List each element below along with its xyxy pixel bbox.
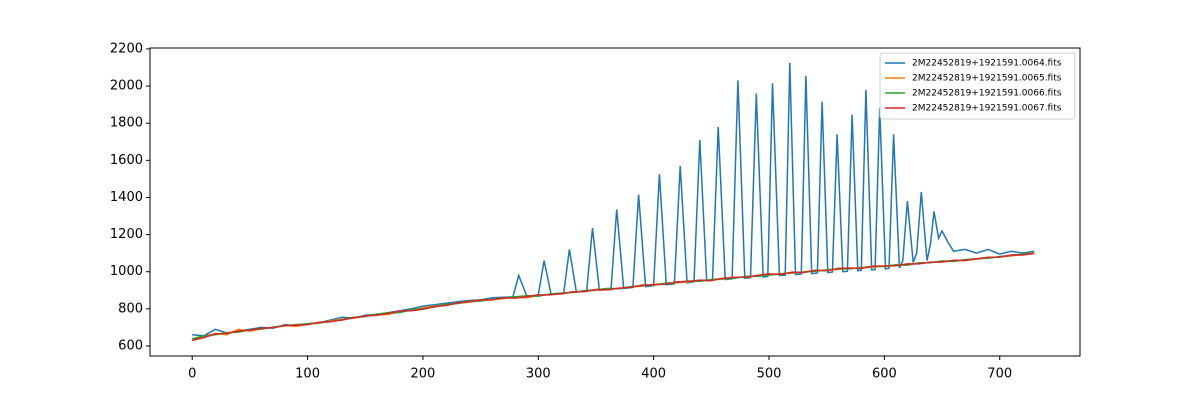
- legend-label: 2M22452819+1921591.0065.fits: [912, 74, 1062, 84]
- legend-label: 2M22452819+1921591.0064.fits: [912, 59, 1062, 69]
- y-tick-label: 2000: [110, 79, 143, 94]
- x-tick-label: 200: [411, 367, 436, 382]
- y-tick-label: 600: [118, 338, 143, 353]
- x-tick-label: 100: [295, 367, 320, 382]
- legend-box: [879, 52, 1076, 120]
- x-tick-label: 400: [641, 367, 666, 382]
- x-tick-label: 700: [987, 367, 1012, 382]
- line-series: [192, 252, 1035, 342]
- y-tick-label: 1400: [110, 190, 143, 205]
- legend: 2M22452819+1921591.0064.fits 2M22452819+1…: [879, 52, 1076, 120]
- x-tick-label: 600: [872, 367, 897, 382]
- y-tick-label: 800: [118, 301, 143, 316]
- y-tick-label: 1600: [110, 153, 143, 168]
- legend-label: 2M22452819+1921591.0066.fits: [912, 89, 1062, 99]
- y-tick-label: 1000: [110, 264, 143, 279]
- x-tick-label: 0: [188, 367, 196, 382]
- x-tick-label: 500: [757, 367, 782, 382]
- plot-frame: [149, 47, 1081, 357]
- y-tick-label: 1200: [110, 227, 143, 242]
- legend-label: 2M22452819+1921591.0067.fits: [912, 104, 1062, 114]
- y-tick-label: 2200: [110, 41, 143, 56]
- y-tick-label: 1800: [110, 116, 143, 131]
- x-tick-label: 300: [526, 367, 551, 382]
